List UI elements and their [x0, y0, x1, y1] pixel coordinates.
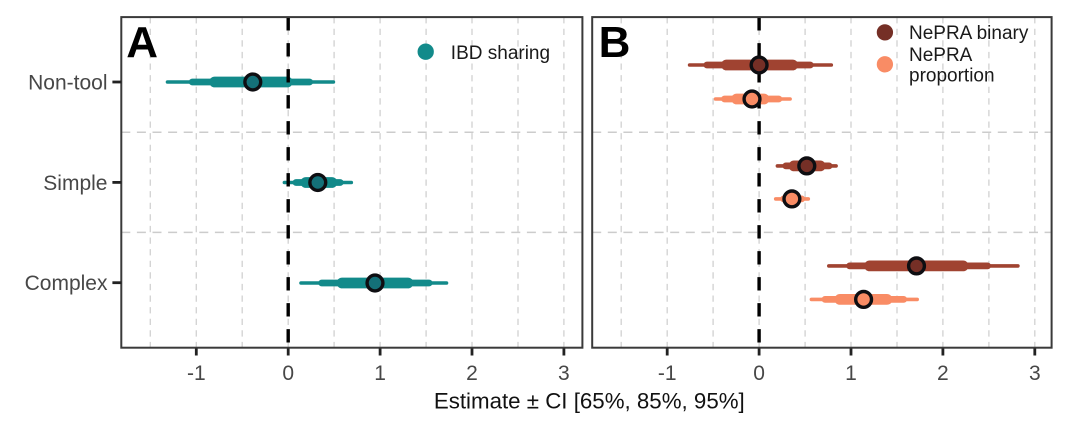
- svg-text:IBD sharing: IBD sharing: [451, 43, 550, 64]
- svg-text:2: 2: [466, 362, 478, 385]
- svg-text:B: B: [599, 18, 631, 67]
- svg-text:-1: -1: [187, 362, 206, 385]
- svg-text:3: 3: [558, 362, 570, 385]
- svg-text:Non-tool: Non-tool: [28, 72, 107, 95]
- svg-text:Complex: Complex: [25, 272, 108, 295]
- svg-text:proportion: proportion: [909, 66, 995, 87]
- svg-text:3: 3: [1029, 362, 1041, 385]
- svg-text:0: 0: [753, 362, 765, 385]
- svg-text:NePRA binary: NePRA binary: [909, 23, 1029, 44]
- svg-text:NePRA: NePRA: [909, 45, 973, 66]
- svg-text:Estimate ± CI [65%, 85%, 95%]: Estimate ± CI [65%, 85%, 95%]: [434, 389, 745, 414]
- svg-text:Simple: Simple: [43, 172, 107, 195]
- svg-text:0: 0: [282, 362, 294, 385]
- svg-text:1: 1: [845, 362, 857, 385]
- svg-text:A: A: [126, 18, 158, 67]
- svg-text:2: 2: [937, 362, 949, 385]
- svg-text:1: 1: [374, 362, 386, 385]
- svg-text:-1: -1: [658, 362, 677, 385]
